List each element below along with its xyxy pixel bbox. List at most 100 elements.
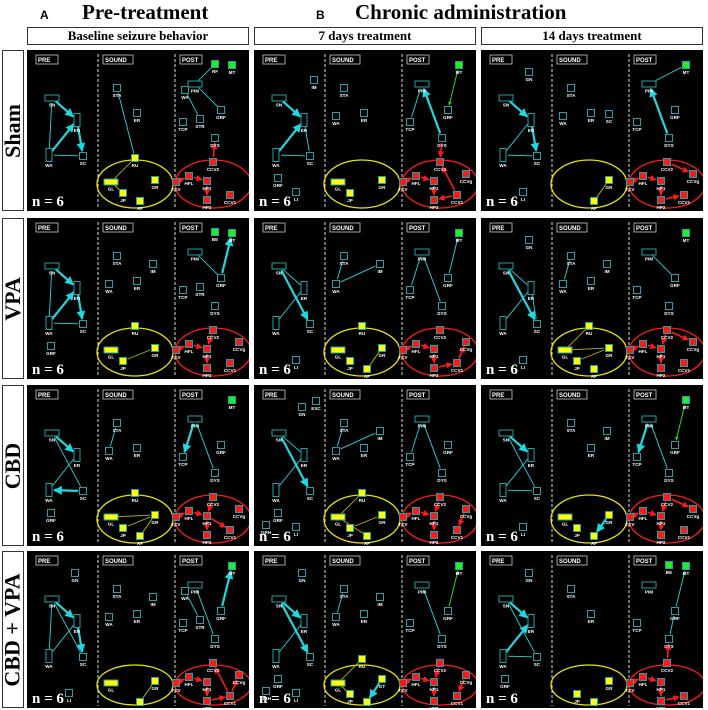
network-edge	[669, 615, 675, 635]
node-label: IM	[150, 269, 155, 274]
node-post-tcp: TCP	[632, 286, 642, 300]
node-pre-grf: GRF	[273, 174, 283, 188]
node-label: SC	[534, 161, 541, 166]
node-post-hfl: HFL	[639, 340, 648, 354]
node-label: ER	[301, 629, 308, 634]
node-pre-sc: SC	[533, 152, 541, 166]
node-label: GRH	[261, 696, 272, 701]
node-label: TCV	[625, 187, 635, 192]
node-post-hp1: HP1	[430, 345, 439, 359]
node-label: SC	[534, 662, 541, 667]
node-label: AF	[591, 374, 597, 379]
node-label: GL	[562, 522, 569, 527]
node-pre-er: ER	[73, 281, 81, 301]
node-label: AF	[364, 707, 370, 708]
node-sound-er: ER	[360, 109, 368, 123]
network-edge	[51, 624, 75, 653]
node-post-tcp: TCP	[178, 619, 188, 633]
node-label: HP1	[430, 521, 439, 526]
network-panel-cbd-vpa-2: PRE SOUND POST GN SN ER WA SC GRH GRF LI STA IM ER WA R…	[254, 551, 476, 708]
node-label: HFL	[185, 349, 194, 354]
node-post-dys: DYS	[437, 635, 447, 649]
section-label-sound: SOUND	[556, 555, 588, 566]
node-pre-gn: GN	[525, 68, 533, 82]
network-edge	[647, 175, 657, 182]
node-pre-wa: WA	[272, 316, 280, 336]
node-post-tcv: TCV	[625, 679, 636, 693]
section-label-post: POST	[406, 389, 430, 400]
node-label: CCV1	[224, 368, 237, 373]
node-label: HP2	[657, 540, 666, 545]
node-post-mt: MT	[228, 229, 236, 243]
node-post-pim: PIM	[414, 248, 430, 262]
node-label: JP	[120, 366, 126, 371]
network-edge	[631, 177, 640, 184]
svg-text:PRE: PRE	[492, 58, 504, 64]
node-label: LI	[294, 197, 298, 202]
network-edge	[665, 194, 680, 201]
section-label-post: POST	[633, 54, 657, 65]
network-edge	[458, 513, 465, 526]
node-label: STA	[113, 428, 123, 433]
row-label-text: CBD + VPA	[0, 572, 26, 687]
node-label: GL	[108, 688, 115, 693]
node-label: HP1	[203, 354, 212, 359]
node-label: CCV2	[434, 167, 447, 172]
network-edge	[458, 679, 465, 692]
node-post-tcp: TCP	[632, 118, 642, 132]
node-label: WA	[45, 498, 53, 503]
node-label: GN	[299, 578, 307, 583]
node-sound-im: IM	[376, 593, 384, 607]
node-sound-af: AF	[363, 698, 371, 708]
network-panel-sham-2: PRE SOUND POST SN ER WA SC IM GRF LI STA ER WA GL GR JP…	[254, 50, 476, 211]
node-post-tcv: TCV	[625, 513, 636, 527]
node-label: GL	[335, 355, 342, 360]
network-edge	[448, 570, 459, 607]
network-edge	[505, 123, 529, 152]
network-edge	[198, 67, 212, 81]
node-label: SN	[276, 604, 283, 609]
node-label: GRF	[670, 616, 680, 621]
node-label: GL	[335, 688, 342, 693]
node-label: TCP	[632, 295, 641, 300]
node-label: CCV1	[451, 200, 464, 205]
node-pre-er: ER	[300, 281, 308, 301]
section-label-post: POST	[179, 555, 203, 566]
node-label: SC	[307, 329, 314, 334]
node-post-hp2: HP2	[430, 531, 439, 545]
node-label: CCV1	[224, 535, 237, 540]
network-edge	[193, 676, 203, 683]
node-label: TCP	[178, 628, 187, 633]
node-label: STR	[195, 124, 205, 129]
node-label: GL	[108, 522, 115, 527]
node-label: CCV2	[661, 167, 674, 172]
node-label: CCV2	[434, 502, 447, 507]
node-pre-sn: SN	[271, 429, 287, 443]
node-post-tcv: TCV	[398, 346, 409, 360]
node-post-hfl: HFL	[412, 172, 421, 186]
node-sound-er: ER	[587, 444, 595, 458]
node-label: HP1	[203, 521, 212, 526]
node-sound-jp: JP	[346, 357, 354, 371]
network-edge	[507, 603, 536, 653]
node-pre-sn: SN	[44, 595, 60, 609]
network-edge	[581, 349, 605, 360]
svg-text:POST: POST	[636, 58, 653, 64]
node-label: CCVg	[233, 680, 246, 685]
row-label-cbd: CBD	[0, 385, 25, 546]
network-edge	[109, 427, 117, 447]
node-label: GN	[72, 578, 80, 583]
node-pre-sn: SN	[44, 262, 60, 276]
node-label: WA	[272, 331, 280, 336]
node-label: WA	[105, 456, 113, 461]
section-label-post: POST	[179, 222, 203, 233]
node-post-tcv: TCV	[625, 178, 636, 192]
node-sound-jp: JP	[119, 524, 127, 538]
network-edge	[196, 589, 214, 635]
node-sound-er: ER	[133, 610, 141, 624]
svg-text:PRE: PRE	[265, 226, 277, 232]
node-label: TCP	[405, 127, 414, 132]
column-header-14days: 14 days treatment	[481, 27, 703, 45]
network-edge	[631, 512, 640, 519]
node-post-hfl: HFL	[185, 340, 194, 354]
